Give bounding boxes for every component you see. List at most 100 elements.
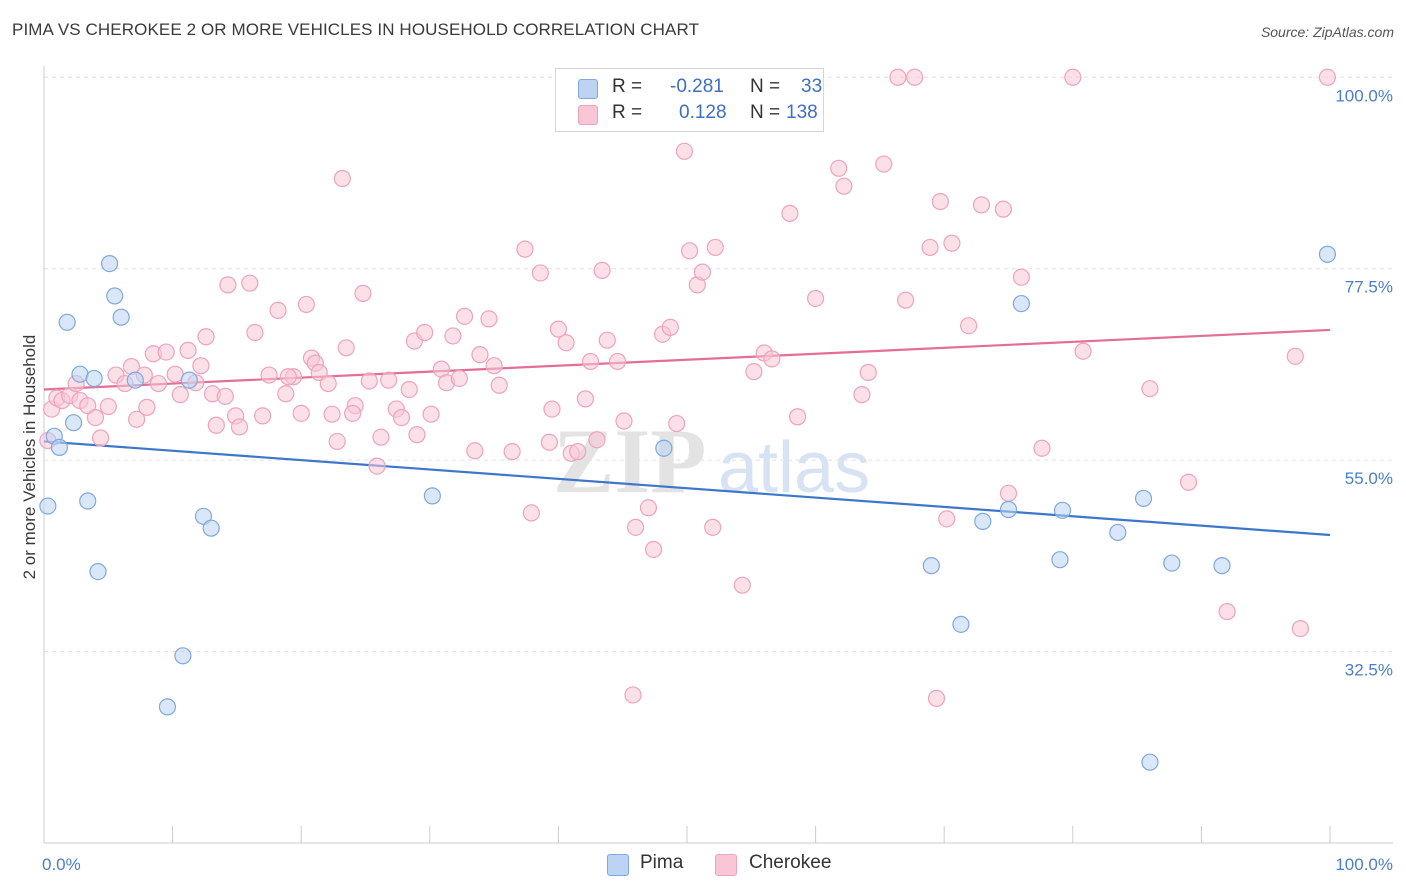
- y-tick-label: 77.5%: [1345, 278, 1393, 297]
- cherokee-point: [230, 418, 249, 436]
- cherokee-point: [921, 238, 939, 257]
- cherokee-point: [503, 443, 521, 461]
- cherokee-point: [781, 204, 799, 222]
- pima-point: [79, 492, 97, 510]
- cherokee-point: [675, 142, 694, 160]
- cherokee-n-label: N =: [750, 102, 781, 123]
- cherokee-point: [466, 442, 484, 460]
- cherokee-point: [1074, 342, 1092, 360]
- cherokee-point: [241, 274, 259, 292]
- cherokee-point: [626, 518, 645, 536]
- pima-point: [952, 615, 970, 633]
- pima-r-label: R =: [612, 76, 643, 97]
- pima-point: [112, 308, 130, 326]
- cherokee-point: [830, 159, 848, 177]
- axes: [43, 66, 1393, 844]
- cherokee-point: [1179, 473, 1198, 491]
- cherokee-n-value: 138: [786, 102, 818, 123]
- cherokee-point: [598, 331, 616, 349]
- cherokee-point: [416, 323, 434, 342]
- cherokee-point: [1318, 68, 1337, 86]
- cherokee-point: [149, 374, 168, 393]
- cherokee-point: [581, 352, 600, 371]
- pima-point: [100, 254, 119, 273]
- cherokee-point: [994, 200, 1012, 218]
- cherokee-point: [444, 327, 462, 345]
- trend-lines: [43, 328, 1331, 537]
- pima-point: [106, 287, 124, 305]
- cherokee-point: [549, 320, 568, 338]
- cherokee-point: [745, 363, 763, 381]
- pima-point: [194, 507, 213, 525]
- pima-point: [64, 414, 83, 432]
- y-tick-label: 32.5%: [1345, 661, 1393, 680]
- cherokee-point: [1141, 380, 1159, 398]
- cherokee-point: [763, 350, 781, 368]
- cherokee-point: [680, 242, 699, 260]
- cherokee-trend-line: [43, 328, 1331, 391]
- cherokee-point: [897, 291, 915, 309]
- cherokee-point: [835, 177, 853, 195]
- y-tick-label: 100.0%: [1335, 86, 1393, 105]
- cherokee-point: [706, 238, 724, 257]
- cherokee-point: [624, 686, 642, 704]
- cherokee-point: [1291, 619, 1310, 638]
- cherokee-point: [333, 169, 351, 188]
- cherokee-point: [999, 484, 1018, 502]
- cherokee-point: [531, 264, 549, 282]
- pima-point: [126, 371, 144, 389]
- pima-n-label: N =: [750, 76, 781, 97]
- cherokee-point: [219, 276, 237, 294]
- tick-labels: 100.0% 77.5% 55.0% 32.5% 0.0% 100.0%: [42, 86, 1393, 874]
- cherokee-point: [408, 426, 426, 444]
- cherokee-point: [86, 408, 105, 427]
- pima-point: [58, 313, 76, 331]
- pima-point: [39, 497, 57, 515]
- cherokee-point: [171, 386, 189, 404]
- cherokee-point: [593, 261, 611, 280]
- cherokee-point: [960, 317, 978, 335]
- cherokee-point: [99, 397, 117, 416]
- cherokee-point: [516, 240, 534, 258]
- cherokee-points: [39, 68, 1337, 707]
- cherokee-point: [490, 376, 508, 394]
- pima-r-value: -0.281: [670, 76, 724, 97]
- cherokee-r-value: 0.128: [679, 102, 727, 123]
- cherokee-point: [279, 368, 297, 386]
- pima-point: [1053, 501, 1072, 519]
- cherokee-point: [733, 576, 751, 594]
- cherokee-point: [859, 363, 877, 382]
- cherokee-point: [557, 334, 575, 352]
- cherokee-point: [588, 431, 606, 449]
- x-tick-label: 0.0%: [42, 855, 81, 874]
- cherokee-point: [1064, 68, 1082, 86]
- cherokee-point: [254, 407, 272, 425]
- cherokee-point: [972, 196, 991, 214]
- bottom-pima-label: Pima: [640, 852, 684, 873]
- cherokee-point: [543, 400, 561, 418]
- cherokee-point: [292, 404, 310, 422]
- cherokee-point: [943, 234, 961, 252]
- cherokee-point: [927, 689, 946, 707]
- pima-point: [158, 698, 177, 716]
- pima-point: [89, 562, 107, 581]
- cherokee-point: [693, 263, 712, 281]
- pima-point: [1012, 294, 1030, 313]
- pima-points: [39, 245, 1337, 771]
- pima-point: [1318, 245, 1337, 263]
- cherokee-point: [323, 405, 341, 423]
- pima-point: [1141, 753, 1159, 771]
- cherokee-point: [576, 390, 595, 408]
- cherokee-r-label: R =: [612, 102, 643, 123]
- x-tick-label: 100.0%: [1335, 855, 1393, 874]
- cherokee-point: [1286, 347, 1304, 365]
- correlation-legend: R = -0.281 N = 33 R = 0.128 N = 138: [555, 68, 824, 132]
- watermark: ZIP atlas: [553, 410, 870, 512]
- pima-n-value: 33: [801, 76, 823, 97]
- cherokee-point: [297, 295, 315, 314]
- y-axis-label: 2 or more Vehicles in Household: [20, 335, 39, 580]
- cherokee-point: [246, 323, 264, 342]
- cherokee-point: [319, 374, 337, 393]
- cherokee-point: [540, 433, 558, 451]
